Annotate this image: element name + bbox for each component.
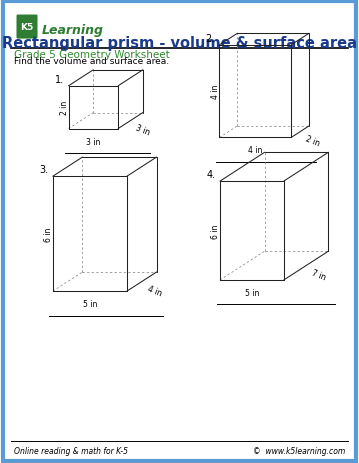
Text: Learning: Learning	[42, 24, 104, 37]
Polygon shape	[127, 158, 157, 292]
Polygon shape	[219, 46, 291, 138]
Text: 3 in: 3 in	[86, 137, 101, 146]
Text: 4.: 4.	[206, 169, 215, 180]
FancyBboxPatch shape	[17, 15, 37, 39]
Text: 2.: 2.	[206, 33, 215, 44]
Polygon shape	[118, 70, 143, 129]
Text: K5: K5	[20, 23, 34, 32]
Text: Grade 5 Geometry Worksheet: Grade 5 Geometry Worksheet	[14, 50, 170, 60]
Text: 6 in: 6 in	[211, 224, 220, 238]
Polygon shape	[220, 153, 328, 181]
Text: 5 in: 5 in	[83, 300, 97, 308]
Text: 3.: 3.	[39, 165, 48, 175]
Polygon shape	[69, 87, 118, 129]
Text: 2 in: 2 in	[304, 135, 321, 148]
Polygon shape	[284, 153, 328, 281]
Text: ©  www.k5learning.com: © www.k5learning.com	[253, 446, 345, 455]
Text: Find the volume and surface area.: Find the volume and surface area.	[14, 57, 169, 66]
Text: 5 in: 5 in	[245, 288, 259, 297]
Text: 2 in: 2 in	[60, 101, 69, 115]
Text: 4 in: 4 in	[211, 85, 220, 99]
Polygon shape	[53, 177, 127, 292]
Polygon shape	[69, 70, 143, 87]
Text: Online reading & math for K-5: Online reading & math for K-5	[14, 446, 128, 455]
Text: 3 in: 3 in	[135, 124, 151, 137]
Polygon shape	[291, 34, 309, 138]
Text: 7 in: 7 in	[310, 268, 327, 282]
Text: 1.: 1.	[55, 75, 64, 84]
Text: Rectangular prism - volume & surface area: Rectangular prism - volume & surface are…	[2, 36, 357, 51]
Polygon shape	[219, 34, 309, 46]
Polygon shape	[53, 158, 157, 177]
Text: 4 in: 4 in	[146, 284, 163, 298]
Text: 4 in: 4 in	[248, 146, 262, 155]
Text: 6 in: 6 in	[44, 227, 53, 241]
Polygon shape	[220, 181, 284, 281]
